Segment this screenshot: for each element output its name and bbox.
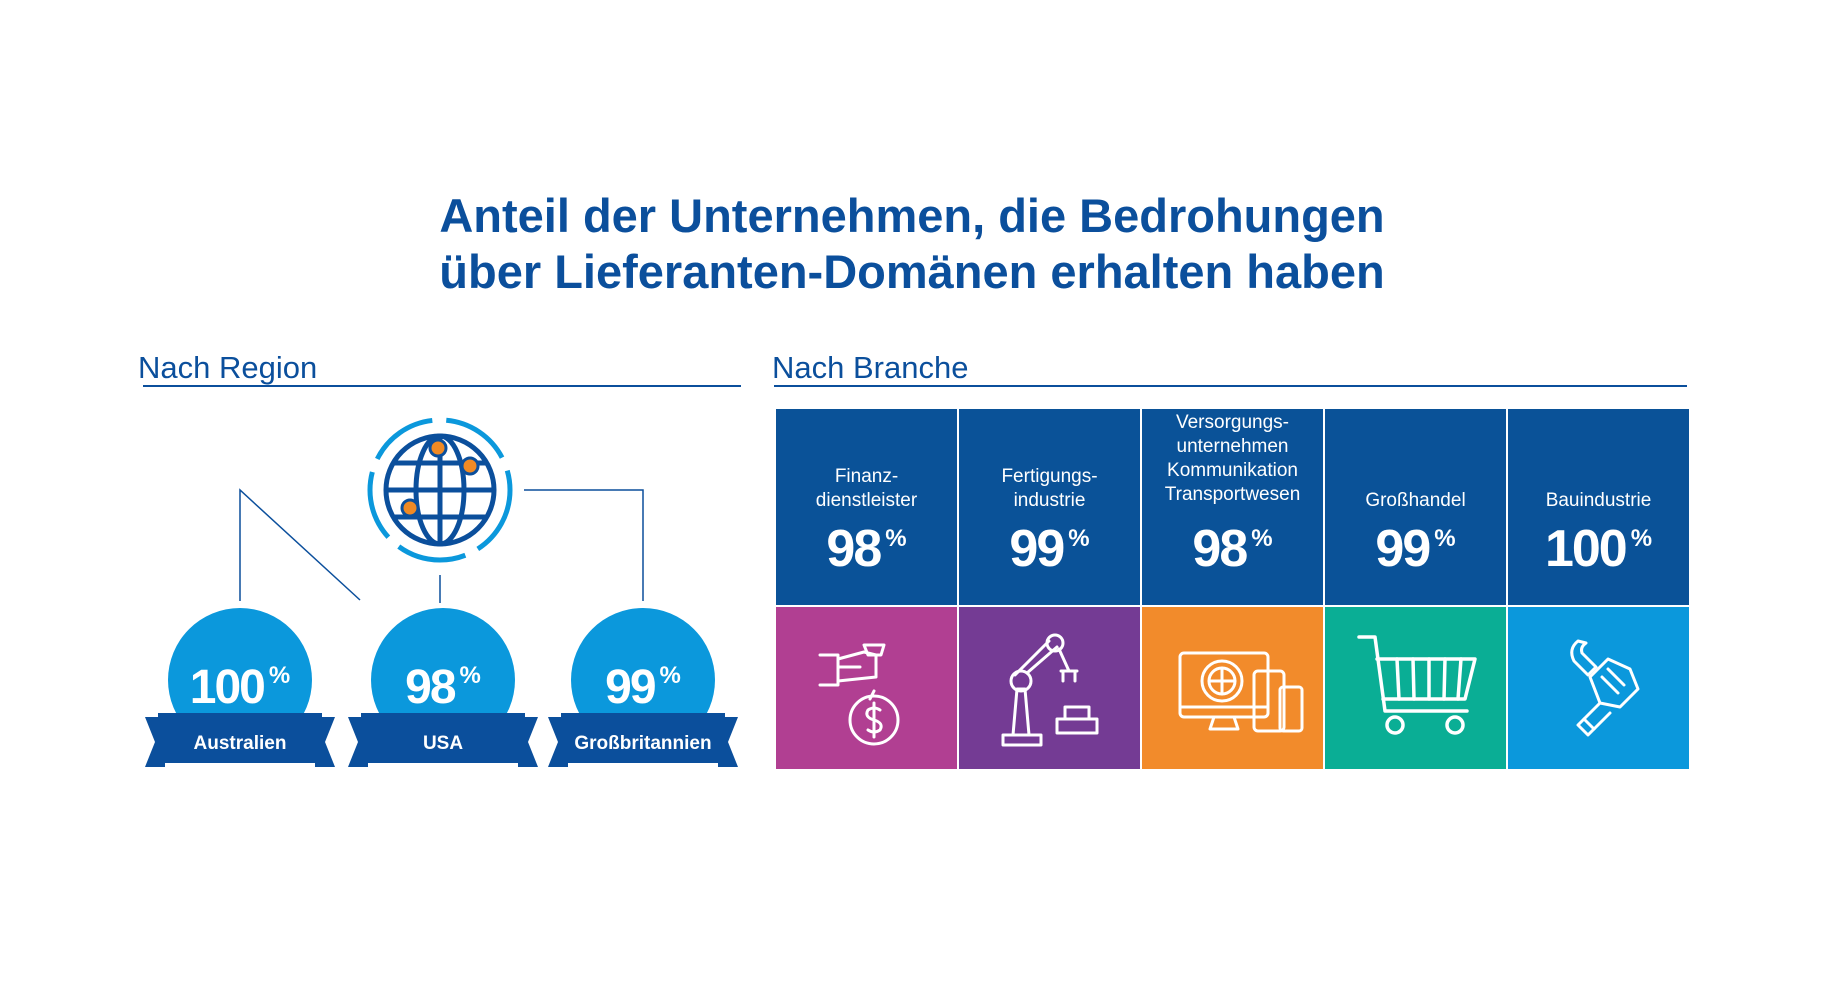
industry-label: Finanz- dienstleister — [776, 465, 957, 513]
industry-cell-versorgung: Versorgungs- unternehmen Kommunikation T… — [1142, 409, 1323, 769]
label-line: Transportwesen — [1164, 484, 1301, 505]
region-value-usa: 98% — [363, 660, 523, 715]
industry-header-tile: Versorgungs- unternehmen Kommunikation T… — [1142, 409, 1323, 605]
value-number: 99 — [1375, 520, 1431, 578]
title-line-2: über Lieferanten-Domänen erhalten haben — [439, 245, 1385, 298]
shopping-cart-icon — [1357, 635, 1477, 735]
value-unit: % — [1434, 525, 1456, 552]
industry-header-tile: Finanz- dienstleister 98% — [776, 409, 957, 605]
region-label-australien: Australien — [193, 733, 287, 754]
value-number: 100 — [1544, 520, 1628, 578]
industry-icon-tile — [959, 607, 1140, 769]
label-line: Großhandel — [1365, 490, 1466, 511]
value-number: 98 — [1192, 520, 1248, 578]
industry-header-tile: Großhandel 99% — [1325, 409, 1506, 605]
value-number: 99 — [605, 661, 656, 714]
industry-cell-grosshandel: Großhandel 99% — [1325, 409, 1506, 769]
value-unit: % — [1251, 525, 1273, 552]
industry-icon-tile — [1508, 607, 1689, 769]
industry-icon-tile — [776, 607, 957, 769]
value-number: 98 — [405, 661, 456, 714]
connector-right — [524, 489, 644, 601]
region-badge-3 — [548, 608, 738, 767]
industry-label: Bauindustrie — [1508, 489, 1689, 513]
industry-label: Großhandel — [1325, 489, 1506, 513]
wrench-glove-icon — [1570, 639, 1640, 737]
industry-value: 98% — [1142, 519, 1323, 579]
industry-value: 100% — [1508, 519, 1689, 579]
industry-cell-fertigung: Fertigungs- industrie 99% — [959, 409, 1140, 769]
industry-header-tile: Fertigungs- industrie 99% — [959, 409, 1140, 605]
region-chart — [145, 417, 738, 767]
value-unit: % — [268, 662, 291, 689]
value-unit: % — [885, 525, 907, 552]
industry-header-tile: Bauindustrie 100% — [1508, 409, 1689, 605]
industry-value: 98% — [776, 519, 957, 579]
industry-value: 99% — [1325, 519, 1506, 579]
globe-icon — [367, 417, 513, 563]
value-unit: % — [659, 662, 681, 689]
industry-rule — [774, 385, 1687, 387]
region-section-title: Nach Region — [138, 350, 318, 385]
value-unit: % — [459, 662, 481, 689]
value-unit: % — [1630, 525, 1653, 552]
label-line: Finanz- — [834, 466, 899, 487]
value-unit: % — [1068, 525, 1090, 552]
region-badge-1 — [145, 608, 335, 767]
value-number: 99 — [1009, 520, 1065, 578]
label-line: dienstleister — [815, 490, 918, 511]
value-number: 98 — [826, 520, 882, 578]
page-title: Anteil der Unternehmen, die Bedrohungen … — [0, 188, 1824, 300]
industry-label: Versorgungs- unternehmen Kommunikation T… — [1142, 411, 1323, 507]
industry-icon-tile — [1142, 607, 1323, 769]
region-badge-2 — [348, 608, 538, 767]
label-line: Kommunikation — [1167, 460, 1298, 481]
industry-cell-bau: Bauindustrie 100% — [1508, 409, 1689, 769]
label-line: Bauindustrie — [1545, 490, 1652, 511]
industry-cell-finanz: Finanz- dienstleister 98% — [776, 409, 957, 769]
connector-left — [239, 488, 361, 601]
region-connectors — [239, 488, 644, 603]
region-label-grossbritannien: Großbritannien — [574, 733, 712, 754]
label-line: industrie — [1013, 490, 1086, 511]
industry-label: Fertigungs- industrie — [959, 465, 1140, 513]
region-rule — [143, 385, 741, 387]
devices-icon — [1178, 651, 1304, 733]
title-line-1: Anteil der Unternehmen, die Bedrohungen — [439, 189, 1385, 242]
robot-arm-icon — [1001, 633, 1099, 747]
region-label-usa: USA — [422, 733, 464, 754]
industry-icon-tile — [1325, 607, 1506, 769]
region-value-grossbritannien: 99% — [563, 660, 723, 715]
industry-value: 99% — [959, 519, 1140, 579]
money-bag-hand-icon — [818, 643, 900, 746]
label-line: Versorgungs- — [1175, 412, 1289, 433]
industry-section-title: Nach Branche — [772, 350, 969, 385]
label-line: unternehmen — [1176, 436, 1289, 457]
region-value-australien: 100% — [160, 660, 320, 715]
label-line: Fertigungs- — [1001, 466, 1098, 487]
value-number: 100 — [189, 661, 266, 714]
